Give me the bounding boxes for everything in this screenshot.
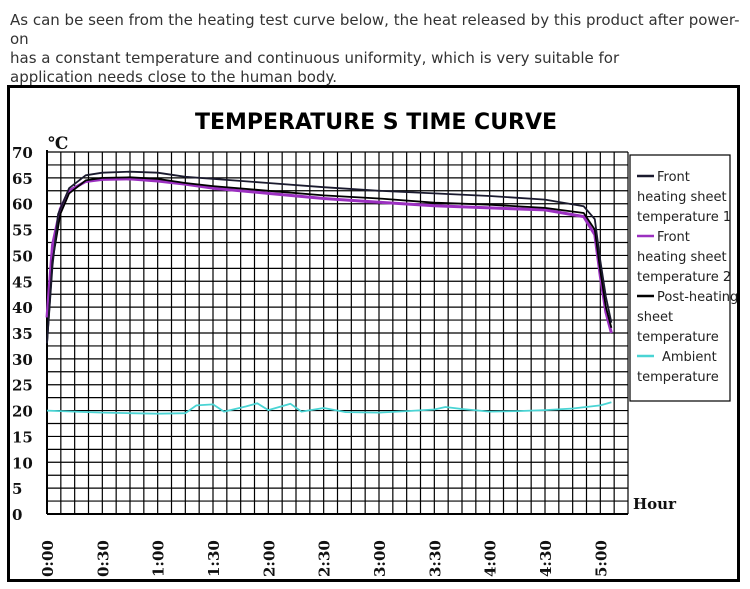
x-axis-label: Hour [633,495,677,513]
series-line [46,176,613,344]
y-tick-label: 15 [12,428,33,446]
x-tick-label: 0:30 [94,540,112,577]
x-tick-label: 2:30 [316,540,334,577]
y-tick-label: 55 [12,222,33,240]
y-tick-label: 20 [12,403,33,421]
intro-paragraph: As can be seen from the heating test cur… [10,11,745,87]
x-tick-label: 0:00 [39,540,57,577]
y-tick-label: 0 [12,506,22,524]
x-tick-label: 1:00 [150,540,168,577]
x-tick-label: 4:00 [482,540,500,577]
legend-box [629,154,731,402]
y-tick-label: 35 [12,325,33,343]
legend-label: Ambient [662,350,717,365]
legend-label: temperature [637,330,719,345]
intro-line-3: application needs close to the human bod… [10,68,338,86]
x-tick-label: 2:00 [260,540,278,577]
y-tick-label: 70 [12,144,33,162]
chart-grid [46,151,629,515]
series-line [46,170,613,344]
legend-label: Front [657,170,690,185]
chart-legend: Front heating sheet temperature 1 Front heat… [629,154,738,402]
y-tick-label: 10 [12,454,33,472]
legend-label: Front [657,230,690,245]
legend-label: temperature [637,370,719,385]
y-tick-label: 30 [12,351,33,369]
chart-title: TEMPERATURE S TIME CURVE [195,110,557,135]
intro-line-2: has a constant temperature and continuou… [10,49,620,67]
y-tick-label: 25 [12,377,33,395]
legend-label: Post-heating [657,290,738,305]
x-tick-label: 4:30 [537,540,555,577]
series-line [45,177,613,334]
legend-label: temperature 2 [637,270,731,285]
y-tick-label: 50 [12,247,33,265]
series-line [46,401,612,415]
x-tick-label: 5:00 [592,540,610,577]
x-tick-label: 3:30 [426,540,444,577]
legend-label: sheet [637,310,673,325]
y-tick-label: 5 [12,480,22,498]
chart-series [45,170,613,415]
y-axis-label: ℃ [48,134,68,154]
y-tick-label: 40 [12,299,33,317]
legend-label: heating sheet [637,190,727,205]
x-tick-label: 1:30 [205,540,223,577]
intro-line-1: As can be seen from the heating test cur… [10,11,740,48]
legend-label: temperature 1 [637,210,731,225]
y-tick-label: 60 [12,196,33,214]
x-tick-label: 3:00 [371,540,389,577]
y-tick-label: 45 [12,273,33,291]
legend-label: heating sheet [637,250,727,265]
y-tick-label: 65 [12,170,33,188]
